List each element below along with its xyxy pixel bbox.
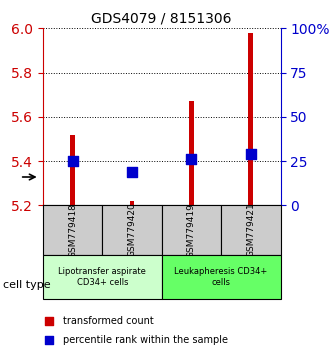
FancyBboxPatch shape	[162, 205, 221, 255]
Text: Leukapheresis CD34+
cells: Leukapheresis CD34+ cells	[175, 267, 268, 287]
Text: GSM779420: GSM779420	[127, 203, 137, 257]
Text: GSM779418: GSM779418	[68, 202, 77, 258]
Bar	[130, 201, 134, 205]
Point	[232, 230, 237, 235]
Point	[129, 169, 135, 175]
Point	[70, 158, 75, 164]
Point	[248, 152, 253, 157]
FancyBboxPatch shape	[43, 255, 162, 299]
FancyBboxPatch shape	[162, 255, 280, 299]
Bar	[248, 33, 253, 205]
Point	[189, 156, 194, 162]
Bar	[189, 101, 194, 205]
FancyBboxPatch shape	[102, 205, 162, 255]
Text: transformed count: transformed count	[63, 316, 153, 326]
Bar	[70, 135, 75, 205]
FancyBboxPatch shape	[43, 205, 102, 255]
Text: percentile rank within the sample: percentile rank within the sample	[63, 335, 228, 345]
Text: GSM779419: GSM779419	[187, 202, 196, 258]
Point	[232, 56, 237, 62]
Text: Lipotransfer aspirate
CD34+ cells: Lipotransfer aspirate CD34+ cells	[58, 267, 146, 287]
Text: cell type: cell type	[3, 280, 51, 290]
Text: GSM779421: GSM779421	[246, 203, 255, 257]
Title: GDS4079 / 8151306: GDS4079 / 8151306	[91, 12, 232, 26]
FancyBboxPatch shape	[221, 205, 280, 255]
